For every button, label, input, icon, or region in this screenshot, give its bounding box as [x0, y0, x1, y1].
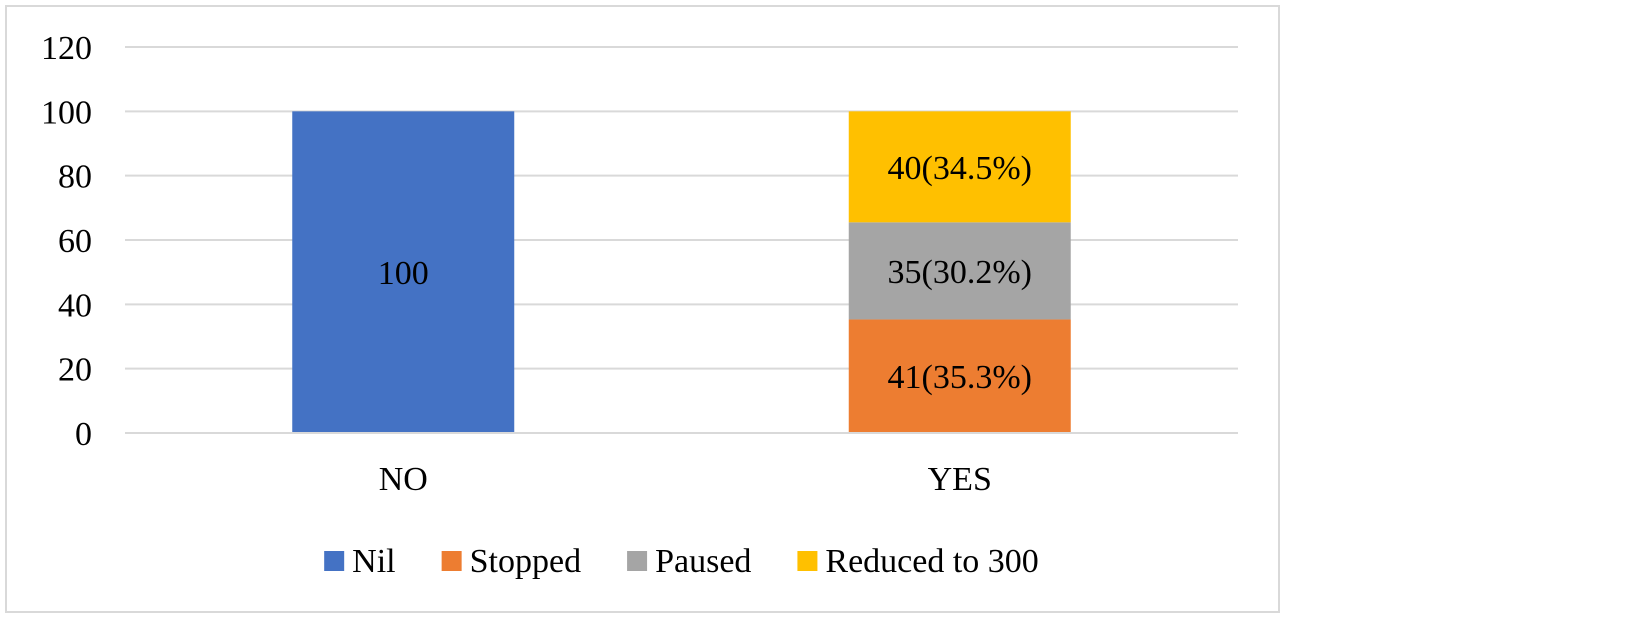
- x-axis: NO YES: [125, 432, 1238, 498]
- legend-item: Reduced to 300: [797, 543, 1039, 580]
- bar-segment: [848, 222, 1071, 320]
- legend-label: Paused: [655, 543, 751, 580]
- legend-swatch: [797, 551, 818, 571]
- y-axis: 0 20 40 60 80 100 120: [41, 30, 92, 453]
- bar-segment: [292, 111, 515, 433]
- gridlines: [125, 46, 1238, 434]
- data-label: 100: [378, 255, 429, 292]
- y-tick-label: 0: [75, 416, 92, 453]
- legend-swatch: [324, 551, 345, 571]
- legend-swatch: [627, 551, 648, 571]
- legend: Nil Stopped Paused Reduced to 300: [324, 543, 1039, 580]
- data-label: 41(35.3%): [888, 359, 1032, 396]
- y-tick-label: 120: [41, 30, 92, 67]
- legend-swatch: [441, 551, 462, 571]
- legend-label: Nil: [352, 543, 395, 580]
- y-tick-label: 100: [41, 94, 92, 131]
- legend-item: Paused: [627, 543, 751, 580]
- legend-item: Stopped: [441, 543, 581, 580]
- legend-label: Stopped: [470, 543, 581, 580]
- y-tick-label: 20: [58, 352, 92, 389]
- data-label: 40(34.5%): [888, 150, 1032, 187]
- legend-label: Reduced to 300: [825, 543, 1038, 580]
- data-label: 35(30.2%): [888, 254, 1032, 291]
- bar-segment: [848, 111, 1071, 223]
- y-tick-label: 60: [58, 223, 92, 260]
- bar-segment: [848, 319, 1071, 433]
- legend-item: Nil: [324, 543, 396, 580]
- x-tick-label: NO: [379, 461, 428, 498]
- bars: 100 41(35.3%) 35(30.2%) 40(34.5%): [292, 111, 1071, 433]
- y-tick-label: 40: [58, 287, 92, 324]
- y-tick-label: 80: [58, 159, 92, 196]
- x-tick-label: YES: [928, 461, 992, 498]
